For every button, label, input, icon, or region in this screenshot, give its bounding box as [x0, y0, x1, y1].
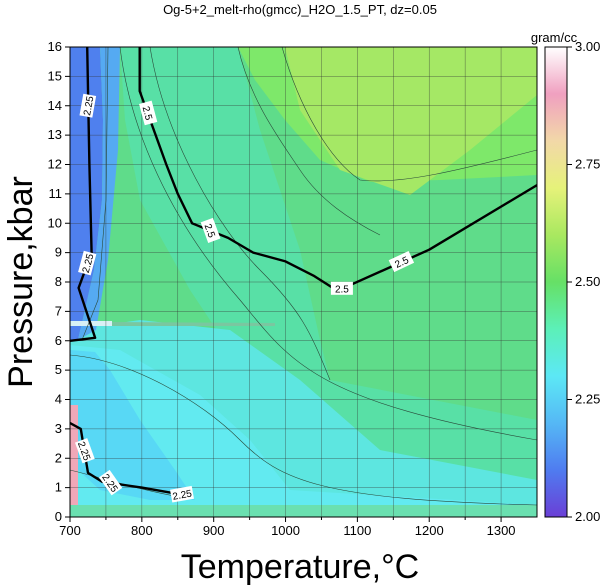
- contour-label-bg: [78, 250, 97, 276]
- thin-contour: [281, 47, 537, 182]
- x-tick-label: 1200: [415, 523, 444, 538]
- contour-label-bg: [74, 438, 95, 464]
- field-green-sliver: [112, 322, 275, 326]
- x-tick-label: 700: [59, 523, 81, 538]
- thin-contour: [70, 354, 537, 506]
- field-lower-basin: [70, 350, 195, 500]
- colorbar-tick-label: 2.25: [575, 392, 600, 407]
- x-axis-label: Temperature,°C: [181, 548, 419, 586]
- contour-label-bg: [139, 100, 158, 126]
- contour-label: 2.25: [170, 485, 194, 503]
- chart-title: Og-5+2_melt-rho(gmcc)_H2O_1.5_PT, dz=0.0…: [163, 2, 437, 17]
- contour-label: 2.25: [78, 250, 97, 276]
- contour-label-text: 2.5: [335, 284, 349, 295]
- y-tick-label: 11: [49, 186, 63, 201]
- y-tick-label: 15: [48, 68, 62, 83]
- y-tick-label: 13: [48, 127, 62, 142]
- thin-contour: [237, 47, 381, 236]
- y-tick-label: 4: [55, 392, 62, 407]
- contour-label-text: 2.5: [140, 105, 154, 122]
- field-light-cyan: [70, 345, 537, 517]
- colorbar-tick-label: 2.00: [575, 509, 600, 524]
- contour-label-bg: [79, 93, 97, 118]
- contour-label-bg: [170, 485, 194, 503]
- x-tick-label: 1100: [343, 523, 371, 538]
- contour-label-bg: [200, 217, 221, 243]
- y-tick-label: 16: [48, 39, 62, 54]
- contour-label-bg: [388, 251, 415, 273]
- field-pink: [70, 405, 78, 510]
- x-tick-label: 900: [203, 523, 225, 538]
- y-tick-label: 14: [48, 98, 62, 113]
- colorbar: gram/cc 2.00 2.25 2.50 2.75 3.00: [531, 30, 600, 524]
- y-tick-label: 10: [48, 215, 62, 230]
- y-tick-label: 8: [55, 274, 62, 289]
- contour-label-bg: [98, 469, 123, 496]
- contour-label-text: 2.25: [82, 95, 96, 117]
- contour-label: 2.5: [388, 251, 415, 273]
- contour-label: 2.5: [330, 281, 353, 295]
- y-tick-label: 5: [55, 362, 62, 377]
- colorbar-unit: gram/cc: [531, 30, 578, 45]
- colorbar-tick-label: 2.50: [575, 274, 600, 289]
- contour-label-bg: [330, 281, 353, 295]
- thin-contour: [119, 47, 537, 441]
- contour-label-text: 2.25: [81, 252, 97, 274]
- y-tick-label: 0: [55, 509, 62, 524]
- contour-label-text: 2.5: [202, 223, 217, 240]
- field-green-strip: [70, 505, 537, 517]
- field-blue-mid: [78, 47, 120, 340]
- y-tick-label: 9: [55, 245, 62, 260]
- thin-contour: [149, 47, 331, 381]
- field-highest: [285, 47, 537, 195]
- y-tick-label: 12: [48, 157, 62, 172]
- colorbar-tick-label: 3.00: [575, 39, 600, 54]
- y-tick-label: 7: [55, 303, 62, 318]
- field-blue-left: [70, 47, 103, 340]
- x-axis: 700 800 900 1000 1100 1200 1300: [59, 517, 516, 538]
- y-tick-label: 1: [55, 480, 62, 495]
- contour-label: 2.5: [200, 217, 221, 243]
- y-tick-label: 6: [55, 333, 62, 348]
- contour-label-text: 2.5: [393, 255, 411, 271]
- contour-label: 2.25: [79, 93, 97, 118]
- y-tick-label: 3: [55, 421, 62, 436]
- x-tick-label: 1000: [271, 523, 300, 538]
- y-tick-label: 2: [55, 450, 62, 465]
- bold-contour-line: [70, 421, 193, 498]
- x-tick-label: 800: [131, 523, 153, 538]
- colorbar-ramp: [544, 46, 568, 518]
- contour-label: 2.5: [139, 100, 158, 126]
- y-axis-label: Pressure,kbar: [2, 176, 40, 388]
- x-tick-label: 1300: [487, 523, 516, 538]
- contour-label-text: 2.25: [172, 489, 194, 503]
- colorbar-tick-label: 2.75: [575, 157, 600, 172]
